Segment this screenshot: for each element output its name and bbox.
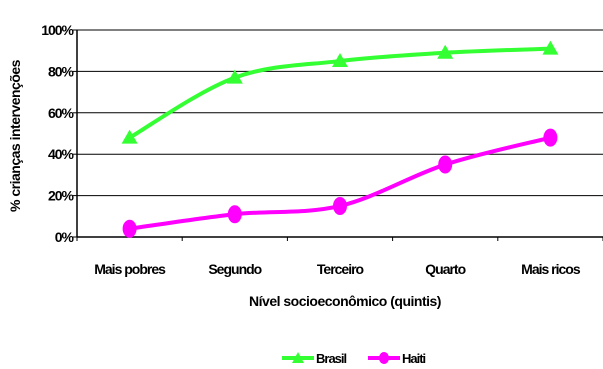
legend-marker	[292, 352, 304, 363]
legend-item-brasil: Brasil	[282, 351, 348, 366]
series-layer	[121, 40, 559, 238]
x-tick-label: Mais ricos	[521, 261, 581, 277]
axes	[73, 29, 603, 241]
data-point-brasil	[121, 129, 138, 144]
data-point-brasil	[332, 53, 348, 68]
legend-marker	[379, 352, 389, 364]
x-tick-label: Terceiro	[317, 261, 364, 277]
legend: Brasil Haiti	[282, 351, 427, 366]
y-tick-label: 40%	[48, 146, 75, 162]
y-tick-label: 100%	[41, 22, 74, 38]
x-tick-labels: Mais pobres Segundo Terceiro Quarto Mais ric…	[94, 261, 582, 277]
y-axis-label: % crianças intervenções	[7, 59, 23, 212]
y-tick-label: 20%	[48, 188, 75, 204]
series-haiti	[122, 128, 558, 238]
y-tick-label: 80%	[48, 63, 75, 79]
data-point-brasil	[542, 40, 559, 55]
x-tick-label: Quarto	[425, 261, 465, 277]
x-tick-label: Mais pobres	[94, 261, 166, 277]
y-tick-label: 60%	[48, 105, 75, 121]
x-axis-label: Nível socioeconômico (quintis)	[249, 293, 441, 309]
data-point-brasil	[226, 69, 243, 84]
series-brasil	[121, 40, 559, 144]
data-point-haiti	[333, 196, 347, 215]
legend-label: Haiti	[402, 351, 426, 366]
legend-item-haiti: Haiti	[368, 351, 427, 366]
data-point-haiti	[122, 219, 137, 238]
gridlines	[77, 29, 603, 197]
data-point-haiti	[438, 155, 453, 174]
data-point-haiti	[543, 128, 558, 147]
series-line-haiti	[129, 135, 551, 231]
data-point-brasil	[437, 44, 454, 59]
legend-label: Brasil	[316, 351, 347, 366]
y-tick-labels: 0% 20% 40% 60% 80% 100%	[41, 22, 75, 245]
y-tick-label: 0%	[55, 229, 75, 245]
data-point-haiti	[227, 205, 242, 224]
x-tick-label: Segundo	[208, 261, 261, 277]
